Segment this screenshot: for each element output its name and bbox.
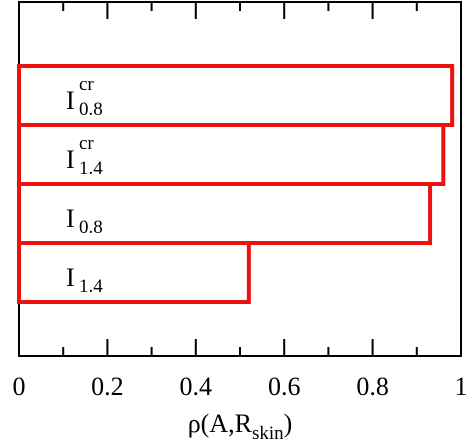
x-axis-label-tail: ) xyxy=(284,409,293,438)
tick-marks xyxy=(18,2,462,356)
x-tick-label: 0.2 xyxy=(91,372,124,401)
x-tick-label: 0.4 xyxy=(180,372,213,401)
x-tick-label: 0.8 xyxy=(356,372,389,401)
bar-label: I 1.4 xyxy=(66,263,103,297)
bars xyxy=(17,64,455,304)
bar-label: Icr 0.8 xyxy=(66,74,103,120)
x-axis-label: ρ(A,Rskin) xyxy=(188,409,293,441)
bar-labels: Icr 0.8 Icr 1.4 I 0.8 I 1.4 xyxy=(66,74,103,297)
bar xyxy=(17,241,251,304)
x-tick-label: 0.6 xyxy=(268,372,301,401)
x-axis-label-sub: skin xyxy=(252,423,284,441)
x-axis-label-base: ρ(A,R xyxy=(188,409,253,438)
bar-label: Icr 1.4 xyxy=(66,133,103,179)
x-tick-label: 1 xyxy=(455,372,468,401)
x-tick-labels: 0 0.2 0.4 0.6 0.8 1 xyxy=(13,372,468,401)
bar-label: I 0.8 xyxy=(66,204,103,238)
x-tick-label: 0 xyxy=(13,372,26,401)
